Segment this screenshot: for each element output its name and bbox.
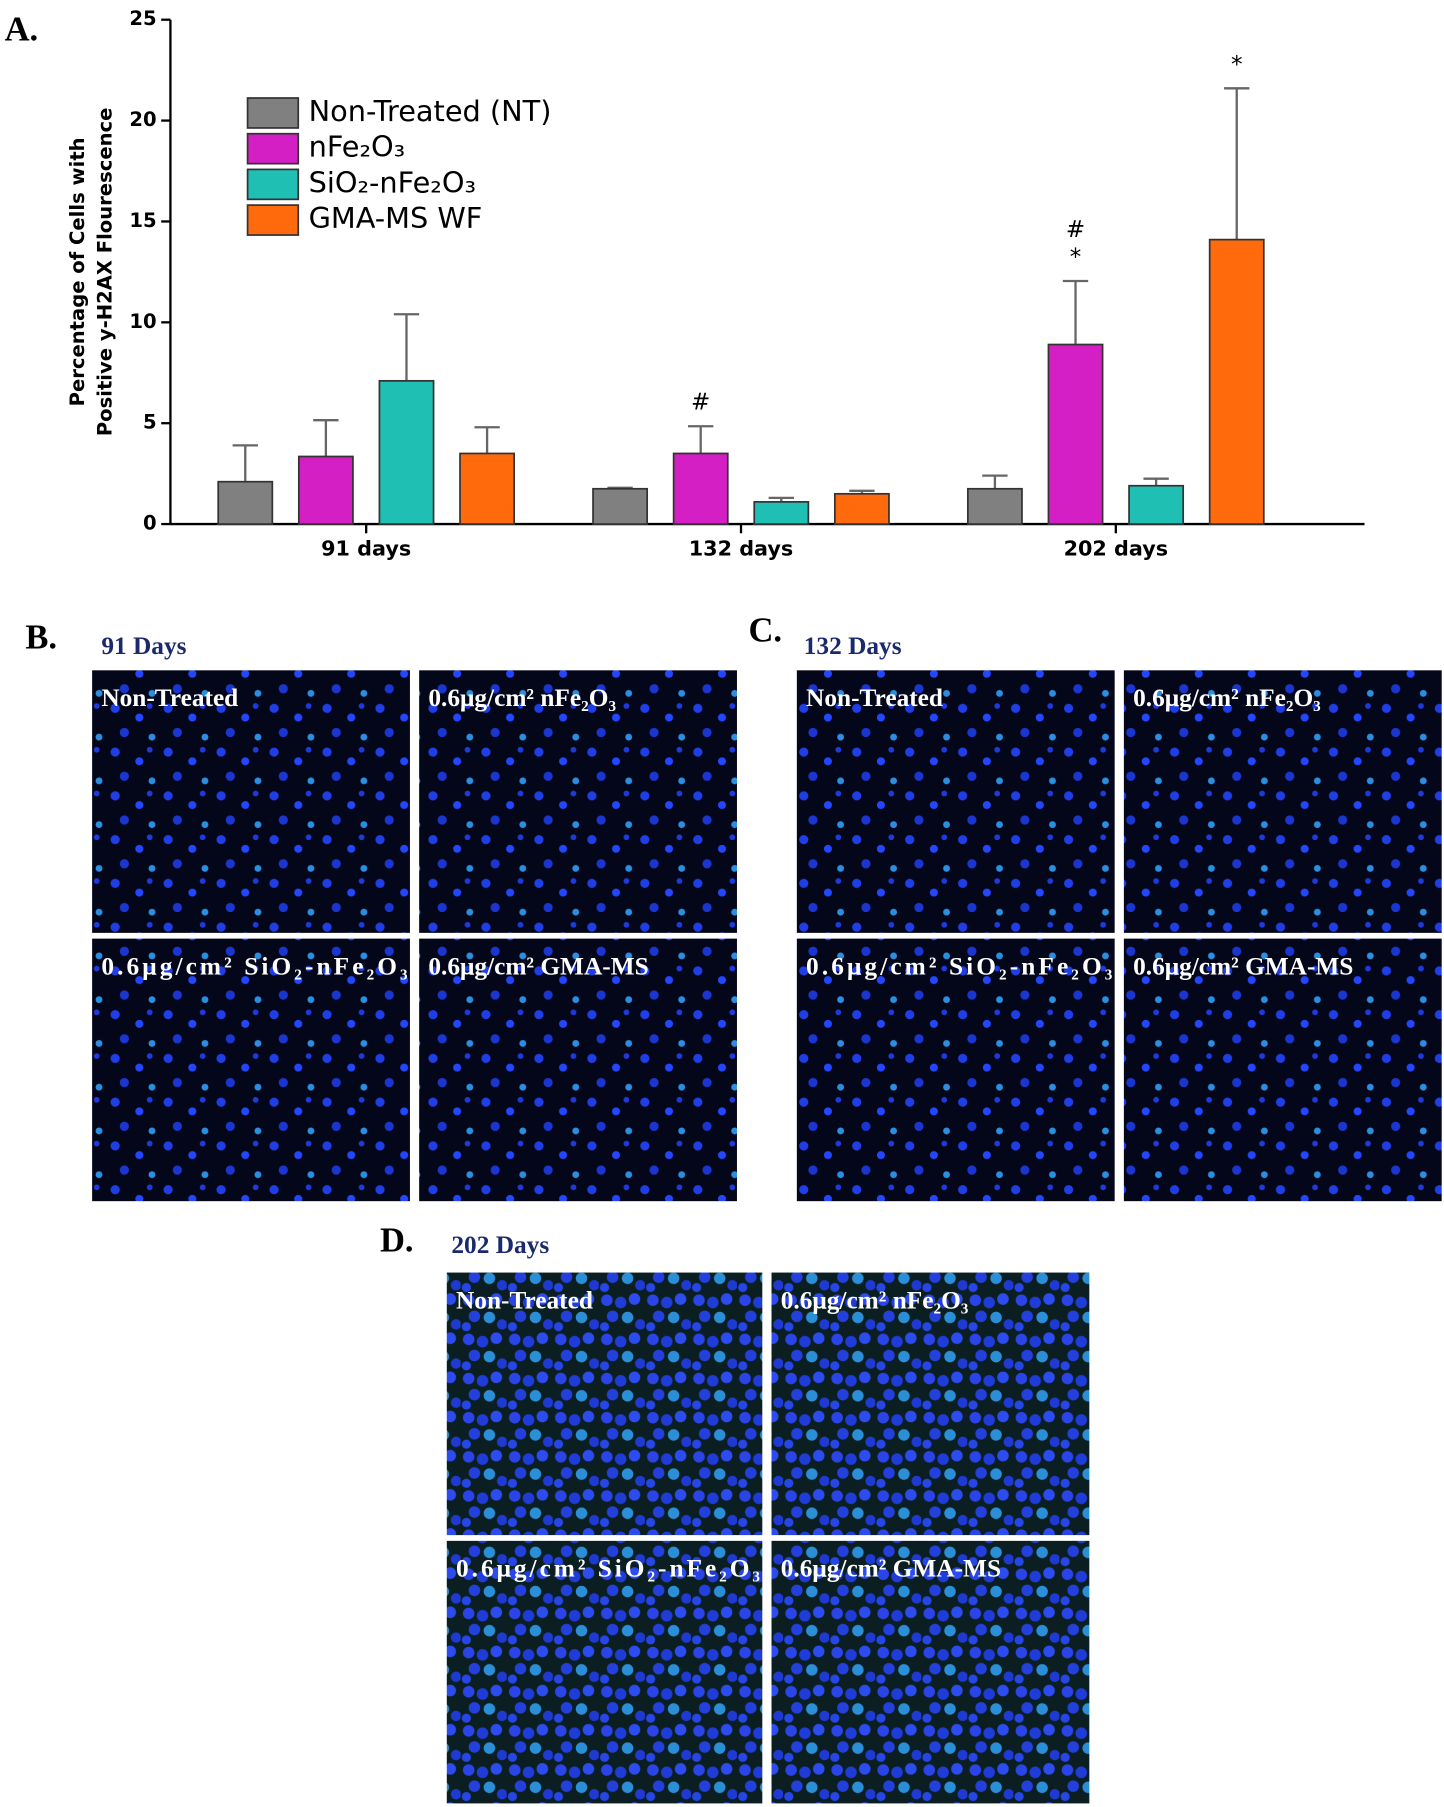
micrograph — [796, 938, 1115, 1202]
legend-swatch — [246, 204, 300, 236]
micrograph — [92, 938, 410, 1202]
panel-label: D. — [380, 1222, 414, 1260]
legend-swatch — [246, 168, 300, 201]
significance-marker: # — [691, 390, 710, 416]
bar — [833, 492, 890, 525]
legend-label: Non-Treated (NT) — [309, 94, 552, 128]
bar — [753, 501, 810, 525]
micrograph — [419, 938, 737, 1202]
micrograph-caption: 0.6μg/cm² nFe₂O₃ — [428, 684, 616, 712]
bar — [672, 452, 729, 525]
legend-label: GMA-MS WF — [309, 201, 483, 235]
y-tick-label: 5 — [143, 411, 157, 434]
micrograph-caption: Non-Treated — [456, 1286, 593, 1314]
bar — [217, 480, 274, 525]
micrograph-caption: Non-Treated — [806, 684, 943, 712]
micrograph-caption: 0.6μg/cm² SiO₂-nFe₂O₃ — [101, 952, 408, 980]
micrograph — [419, 670, 737, 933]
micrograph — [446, 1540, 763, 1804]
micrograph-caption: Non-Treated — [101, 684, 238, 712]
y-tick-label: 15 — [129, 209, 156, 232]
legend-label: nFe₂O₃ — [309, 130, 406, 164]
y-tick-label: 0 — [143, 512, 157, 535]
micrograph — [446, 1272, 763, 1536]
y-tick-label: 25 — [129, 7, 156, 30]
legend-swatch — [246, 132, 300, 165]
significance-marker: * — [1231, 52, 1243, 78]
panel-label: A. — [5, 10, 39, 48]
panel-title: 132 Days — [804, 632, 902, 660]
panel-label: C. — [748, 611, 782, 649]
micrograph-caption: 0.6μg/cm² GMA-MS — [428, 952, 648, 980]
micrograph-caption: 0.6μg/cm² GMA-MS — [781, 1555, 1001, 1583]
bar — [592, 487, 649, 525]
panel-title: 202 Days — [451, 1231, 549, 1259]
micrograph — [796, 670, 1115, 933]
y-tick-label: 10 — [129, 310, 156, 333]
micrograph — [771, 1540, 1090, 1804]
x-tick-label: 132 days — [689, 536, 793, 560]
micrograph-caption: 0.6μg/cm² SiO₂-nFe₂O₃ — [456, 1555, 760, 1583]
y-axis-label: Positive y-H2AX Flourescence — [93, 108, 116, 437]
panel-label: B. — [25, 618, 57, 656]
significance-marker: * — [1070, 244, 1082, 270]
micrograph — [1123, 938, 1442, 1202]
micrograph-caption: 0.6μg/cm² SiO₂-nFe₂O₃ — [806, 952, 1113, 980]
bar — [297, 455, 354, 525]
y-axis-label: Percentage of Cells with — [66, 137, 89, 406]
y-tick-label: 20 — [129, 108, 156, 131]
micrograph-caption: 0.6μg/cm² nFe₂O₃ — [1133, 684, 1321, 712]
micrograph-caption: 0.6μg/cm² nFe₂O₃ — [781, 1286, 969, 1314]
micrograph — [771, 1272, 1090, 1536]
micrograph — [92, 670, 410, 933]
bar — [1047, 343, 1104, 525]
x-tick-label: 202 days — [1064, 536, 1168, 560]
legend-swatch — [246, 97, 300, 129]
micrograph-caption: 0.6μg/cm² GMA-MS — [1133, 952, 1353, 980]
panel-title: 91 Days — [101, 632, 186, 660]
x-tick-label: 91 days — [321, 536, 411, 560]
significance-marker: # — [1066, 217, 1085, 243]
bar — [459, 452, 516, 525]
bar — [1128, 484, 1185, 525]
bar — [378, 379, 435, 525]
bar — [1208, 238, 1265, 525]
micrograph — [1123, 670, 1442, 933]
legend-label: SiO₂-nFe₂O₃ — [309, 165, 476, 199]
bar — [966, 487, 1023, 525]
